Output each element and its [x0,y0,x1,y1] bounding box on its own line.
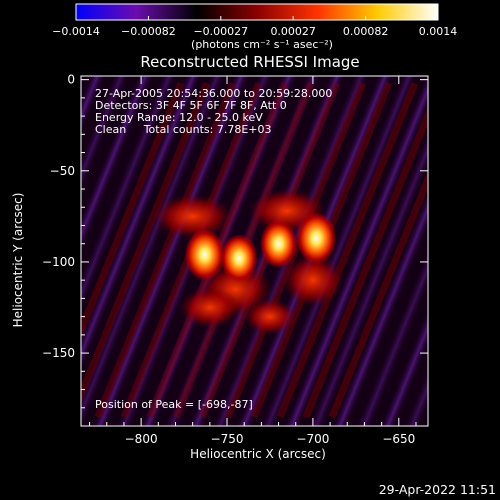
x-tick-label: −650 [382,432,415,446]
source-peak [296,212,337,265]
fringe-streak [302,81,428,419]
colorbar-ticks: −0.0014 −0.00082 −0.00027 0.00027 0.00082 0.0… [52,16,457,38]
peak-position-label: Position of Peak = [-698,-87] [95,398,253,411]
fringe-stripe [81,76,256,426]
plot-frame [80,75,429,427]
fringe-stripe [81,76,232,426]
source-peaks [184,212,337,283]
fringe-stripe [81,76,184,426]
fringe-stripes [81,53,500,466]
colorbar-tick-label: 0.00082 [343,25,389,38]
fringe-streak [328,81,428,419]
colorbar-tick-label: 0.0014 [419,25,458,38]
fringe-streak [94,81,237,419]
x-axis: −800 −750 −700 −650 [89,76,417,446]
y-tick-label: −100 [42,255,75,269]
warm-lobe [179,287,240,328]
fringe-stripe [438,53,500,466]
warm-lobe [282,254,343,307]
source-peak [184,228,225,281]
y-axis: 0 −50 −100 −150 [42,73,428,409]
warm-lobe [152,194,233,239]
footer-timestamp: 29-Apr-2022 11:51 [379,482,496,497]
annotation-detectors: Detectors: 3F 4F 5F 6F 7F 8F, Att 0 [95,99,287,112]
source-peak [259,219,298,268]
annotation-time: 27-Apr-2005 20:54:36.000 to 20:59:28.000 [95,87,332,100]
fringe-stripe [81,76,208,426]
fringe-stripe [81,76,160,426]
source-peak [220,234,258,283]
colorbar-label: (photons cm⁻² s⁻¹ asec⁻²) [191,38,333,51]
fringe-streak [276,81,419,419]
fringe-stripe [81,76,136,426]
colorbar-tick-label: 0.00027 [270,25,316,38]
x-tick-label: −800 [125,432,158,446]
colorbar-tick-label: −0.00082 [121,25,176,38]
heatmap-image [81,53,500,466]
colorbar [75,3,439,21]
fringe-stripe [270,76,428,426]
fringe-stripe [294,76,428,426]
colorbar-tick-label: −0.00027 [193,25,248,38]
fringe-stripe [462,53,500,466]
y-tick-label: 0 [67,73,75,87]
x-tick-label: −750 [211,432,244,446]
y-tick-label: −50 [50,164,75,178]
fringe-streak [81,81,185,419]
chart-title: Reconstructed RHESSI Image [140,53,359,71]
x-axis-label: Heliocentric X (arcsec) [190,447,326,461]
y-axis-label: Heliocentric Y (arcsec) [11,193,25,328]
y-tick-label: −150 [42,346,75,360]
colorbar-tick-label: −0.0014 [52,25,100,38]
annotation-clean: Clean Total counts: 7.78E+03 [95,123,272,136]
warm-lobe [243,298,296,335]
plot-annotations: 27-Apr-2005 20:54:36.000 to 20:59:28.000… [95,87,332,411]
fringe-stripe [366,76,428,426]
annotation-energy: Energy Range: 12.0 - 25.0 keV [95,111,263,124]
fringe-stripe [174,76,352,426]
x-tick-label: −700 [296,432,329,446]
fringe-stripe [246,76,424,426]
fringe-streak [81,81,211,419]
fringe-stripe [318,76,428,426]
fringe-stripe [342,76,428,426]
